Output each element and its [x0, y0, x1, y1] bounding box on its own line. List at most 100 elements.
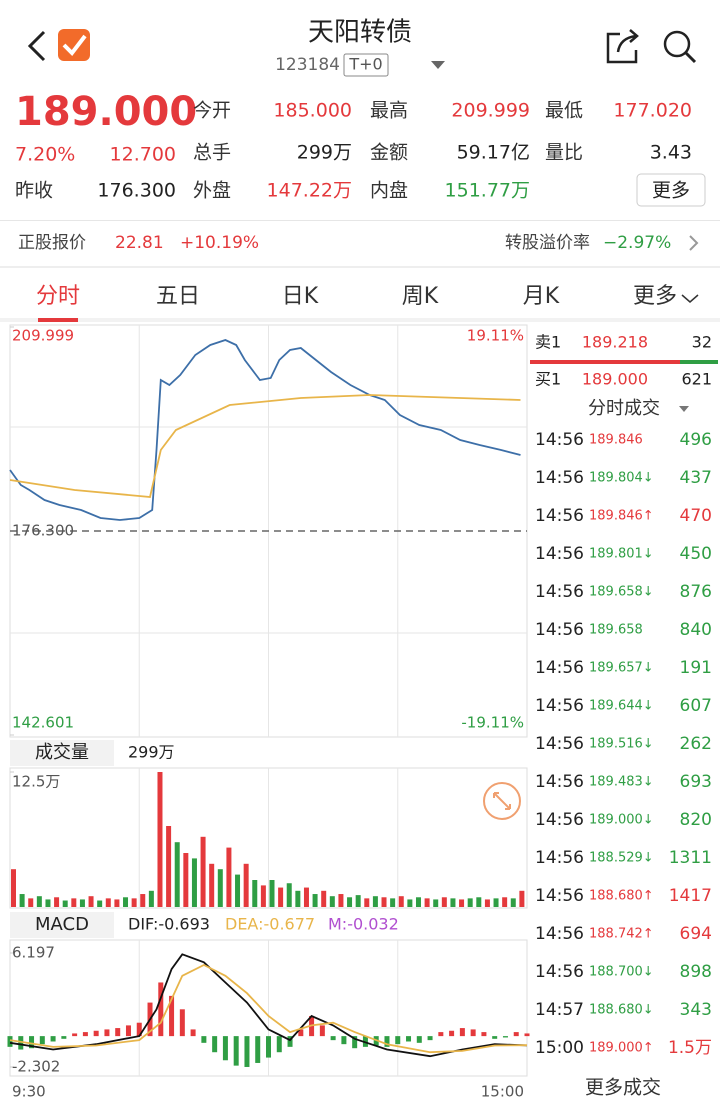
volume-bar — [286, 883, 292, 907]
trade-time: 14:56 — [535, 430, 584, 450]
volume-bar — [183, 853, 189, 907]
volume-bar — [467, 898, 473, 907]
field-value: 209.999 — [451, 100, 530, 122]
trade-volume: 694 — [680, 924, 712, 944]
volume-bar — [502, 897, 508, 907]
more-trades[interactable]: 更多成交 — [585, 1077, 661, 1099]
trade-volume: 876 — [680, 582, 712, 602]
trade-volume: 470 — [680, 506, 712, 526]
premium-label: 转股溢价率 — [505, 233, 590, 253]
volume-bar — [510, 898, 516, 907]
macd-bar — [158, 982, 164, 1037]
macd-bar — [438, 1032, 444, 1037]
tab[interactable]: 五日 — [156, 284, 200, 309]
volume-bar — [123, 897, 129, 907]
trade-time: 14:57 — [535, 1000, 584, 1020]
volume-bar — [62, 900, 68, 907]
macd-bar — [255, 1036, 261, 1063]
volume-bar — [226, 847, 232, 907]
change: 12.700 — [110, 144, 176, 166]
trade-price: 189.658↓ — [589, 585, 654, 600]
more-button[interactable] — [636, 173, 706, 207]
volume-bar — [347, 897, 353, 907]
volume-bar — [295, 890, 301, 907]
more-button-label: 更多 — [652, 180, 690, 202]
trade-time: 14:56 — [535, 772, 584, 792]
volume-bar — [303, 887, 309, 907]
volume-bar — [450, 898, 456, 907]
trade-volume: 262 — [680, 734, 712, 754]
trade-time: 15:00 — [535, 1038, 584, 1058]
divider — [0, 220, 720, 221]
app-badge — [58, 29, 90, 61]
trade-price: 188.742↑ — [589, 927, 654, 942]
tab[interactable]: 日K — [282, 284, 319, 309]
macd-bar — [502, 1036, 508, 1038]
trade-price: 189.000↑ — [589, 1041, 654, 1056]
trades-title: 分时成交 — [588, 398, 660, 419]
trade-price: 189.658 — [589, 623, 643, 638]
macd-bar — [18, 1036, 24, 1050]
tab[interactable]: 分时 — [36, 284, 80, 309]
book-price: 189.000 — [582, 370, 648, 389]
volume-bar — [174, 842, 180, 907]
trade-volume: 437 — [680, 468, 712, 488]
x-tick-label: 15:00 — [481, 1083, 524, 1101]
macd-bar — [61, 1036, 67, 1039]
trade-volume: 898 — [680, 962, 712, 982]
back-icon[interactable] — [27, 30, 46, 62]
field-label: 内盘 — [370, 180, 408, 202]
trade-time: 14:56 — [535, 924, 584, 944]
expand-icon[interactable] — [483, 782, 521, 820]
volume-bar — [191, 858, 197, 907]
macd-bar — [513, 1032, 519, 1037]
macd-bar — [384, 1036, 390, 1047]
volume-bar — [105, 898, 111, 907]
macd-bar — [190, 1029, 196, 1037]
trade-price: 189.000↓ — [589, 813, 654, 828]
share-icon[interactable] — [606, 29, 639, 64]
trade-time: 14:56 — [535, 734, 584, 754]
field-label: 外盘 — [193, 180, 231, 202]
macd-bar — [266, 1036, 271, 1058]
y-tick-label: 12.5万 — [12, 773, 60, 791]
tab-underline — [38, 318, 78, 322]
volume-bar — [390, 898, 396, 907]
volume-bar — [329, 896, 335, 907]
volume-bar — [54, 897, 60, 907]
tab[interactable]: 周K — [402, 284, 439, 309]
volume-bar — [459, 899, 465, 907]
book-label: 买1 — [535, 370, 561, 389]
volume-bar — [269, 880, 275, 907]
field-label: 总手 — [193, 142, 231, 164]
trade-price: 189.804↓ — [589, 471, 654, 486]
divider — [0, 318, 720, 322]
volume-bar — [312, 894, 318, 907]
search-icon[interactable] — [663, 30, 691, 58]
tab[interactable]: 月K — [523, 284, 560, 309]
trade-price: 188.680↓ — [589, 1003, 654, 1018]
macd-bar — [29, 1036, 35, 1049]
premium: −2.97% — [603, 233, 671, 253]
panel-label: MACD — [35, 914, 89, 935]
macd-bar — [449, 1030, 455, 1037]
volume-bar — [398, 896, 404, 907]
macd-bar — [352, 1036, 358, 1049]
volume-bar — [166, 826, 172, 907]
last-price: 189.000 — [15, 89, 197, 135]
field-label: 最低 — [545, 100, 583, 122]
trade-time: 14:56 — [535, 810, 584, 830]
badge-check — [62, 34, 87, 57]
macd-bar — [427, 1036, 433, 1041]
macd-bar — [82, 1032, 88, 1037]
trade-price: 189.516↓ — [589, 737, 654, 752]
trade-volume: 343 — [680, 1000, 712, 1020]
trade-time: 14:56 — [535, 506, 584, 526]
y-tick-label: 6.197 — [12, 944, 55, 962]
macd-bar — [459, 1028, 465, 1037]
trade-time: 14:56 — [535, 886, 584, 906]
trade-time: 14:56 — [535, 962, 584, 982]
dif-label: DIF:-0.693 — [128, 915, 210, 934]
tab[interactable]: 更多 — [633, 284, 677, 309]
volume-bar — [441, 897, 447, 907]
